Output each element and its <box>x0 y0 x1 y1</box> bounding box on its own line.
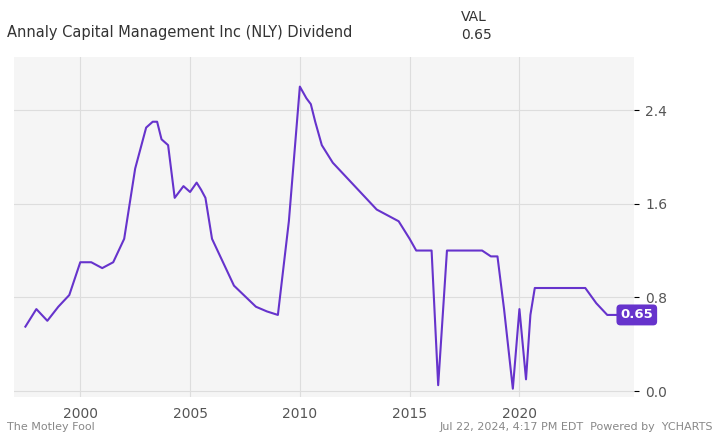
Text: The Motley Fool: The Motley Fool <box>7 422 95 432</box>
Text: VAL: VAL <box>461 10 487 24</box>
Text: 0.65: 0.65 <box>461 28 492 42</box>
Text: Annaly Capital Management Inc (NLY) Dividend: Annaly Capital Management Inc (NLY) Divi… <box>7 25 353 40</box>
Text: Jul 22, 2024, 4:17 PM EDT  Powered by  YCHARTS: Jul 22, 2024, 4:17 PM EDT Powered by YCH… <box>439 422 713 432</box>
Text: 0.65: 0.65 <box>621 308 653 321</box>
